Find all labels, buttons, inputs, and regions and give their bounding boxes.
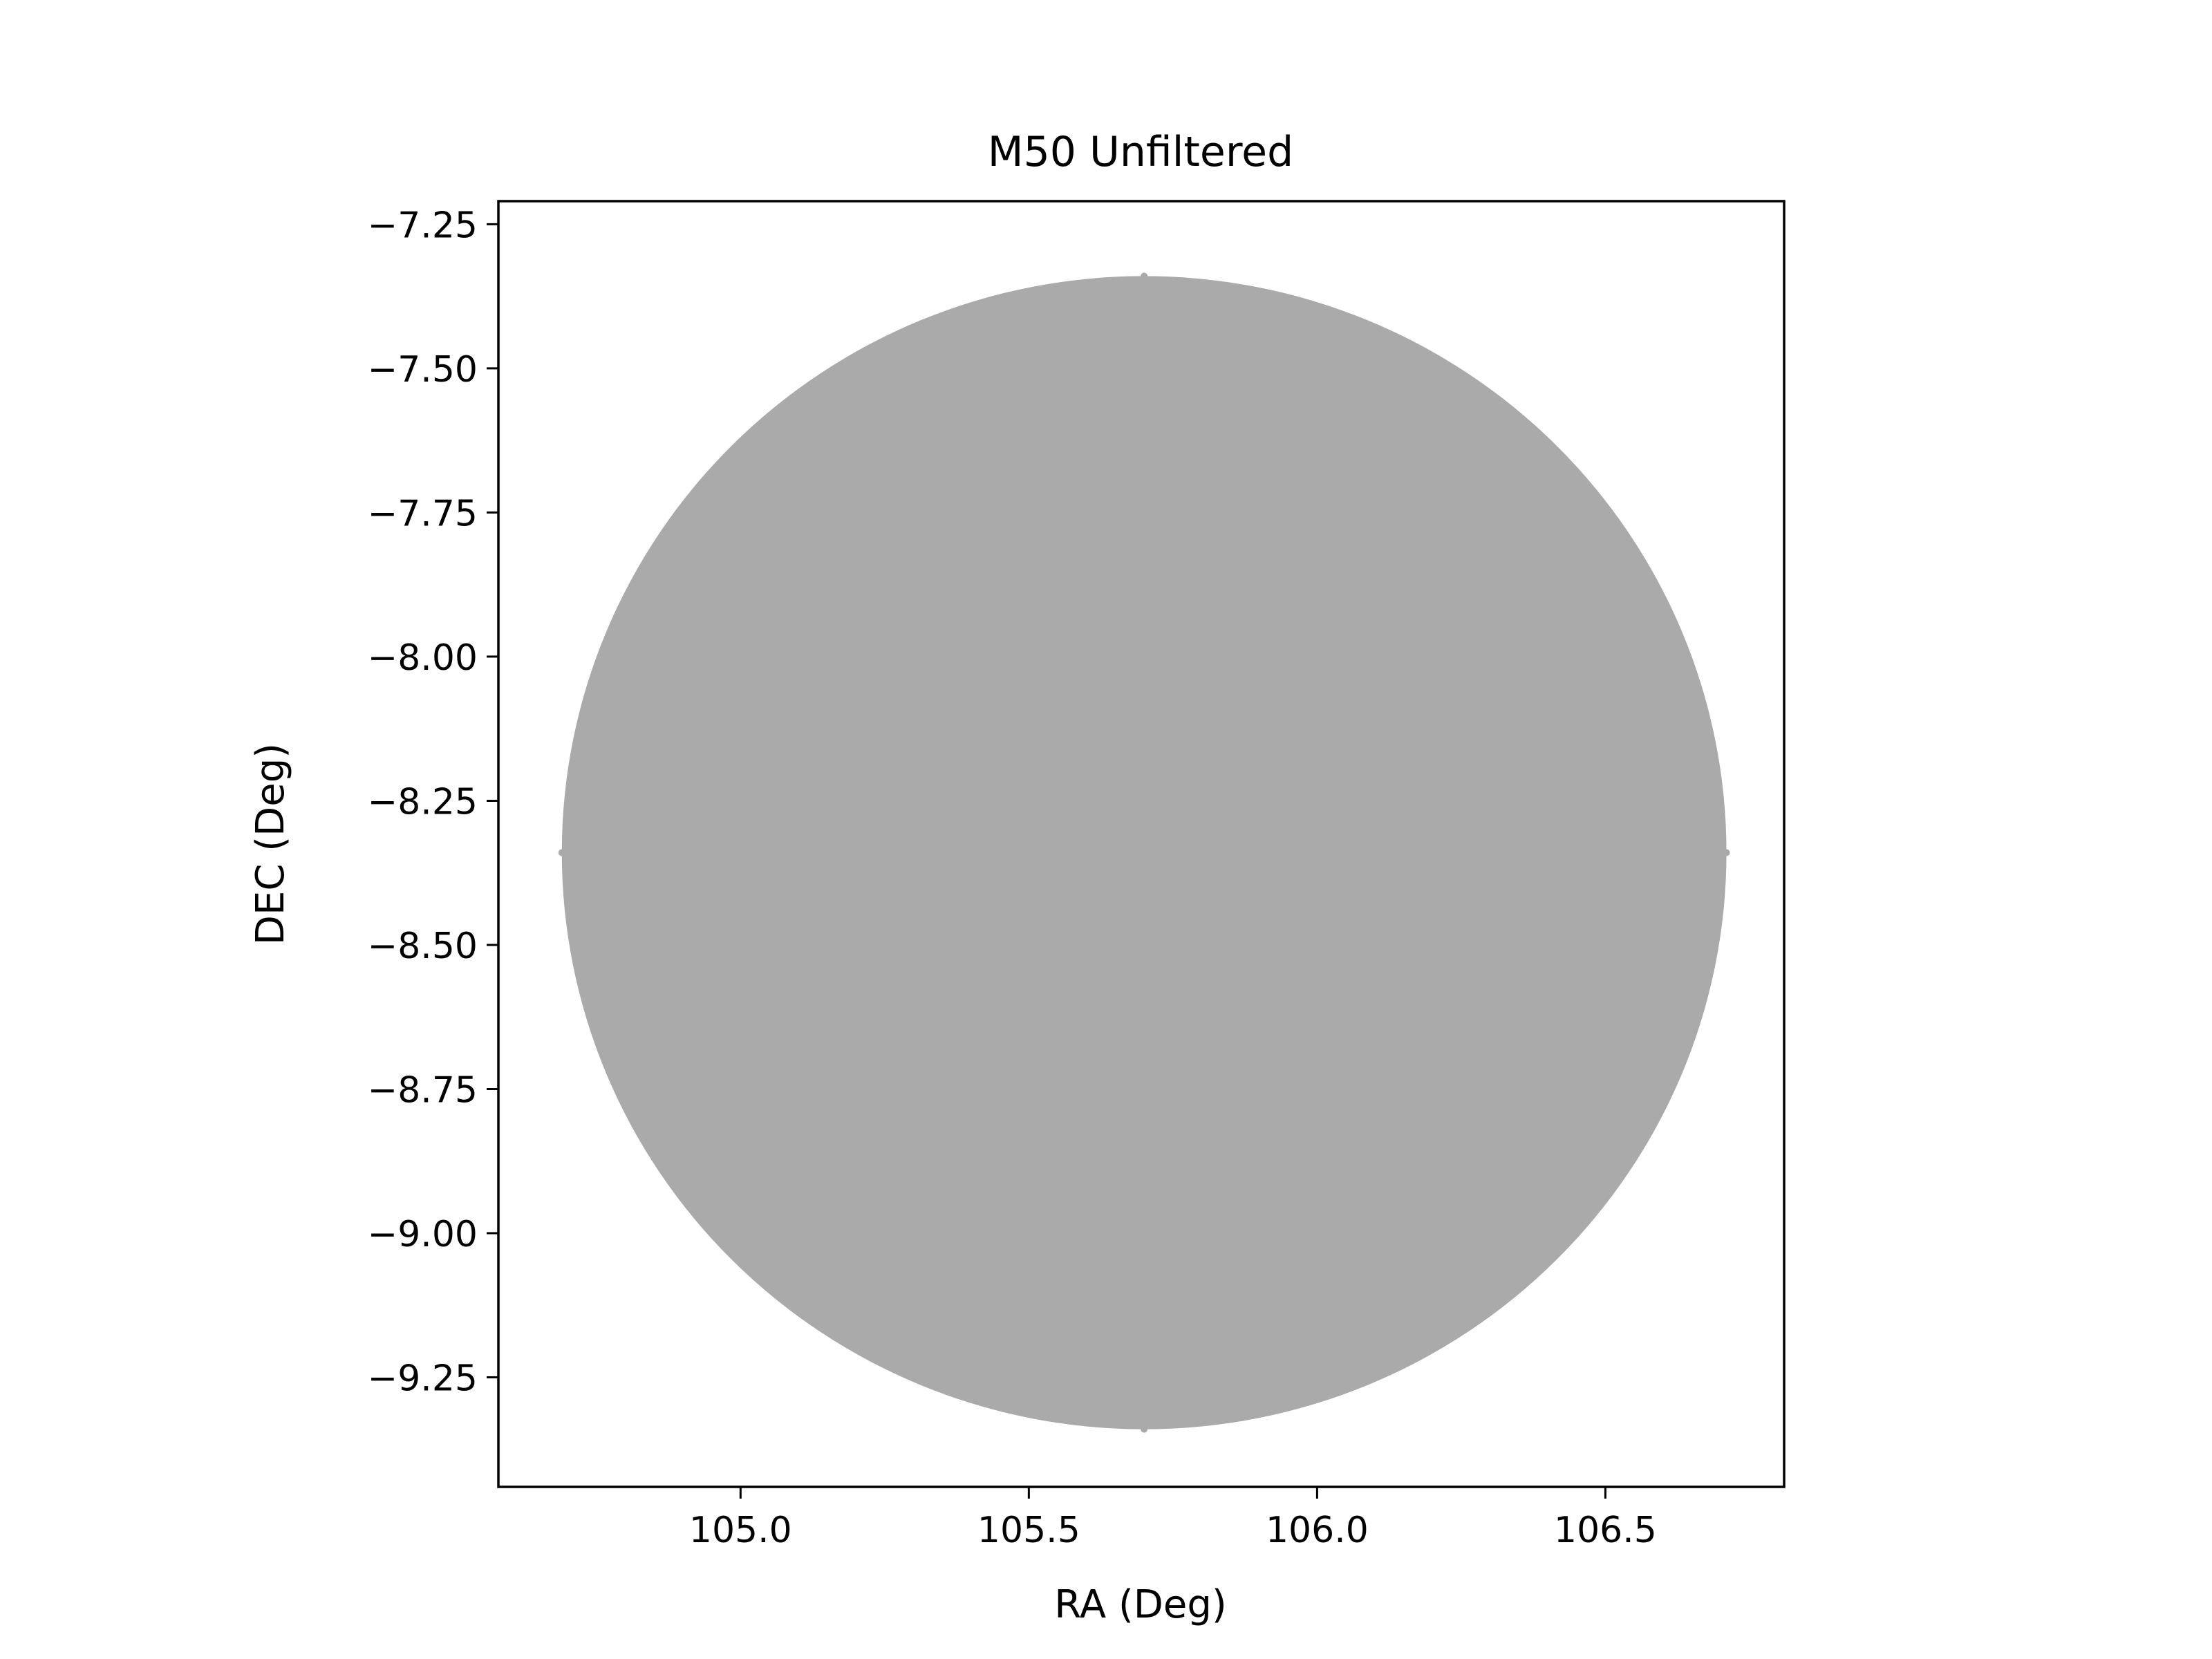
y-tick-label: −8.00 [368, 637, 478, 679]
y-tick-label: −9.25 [368, 1358, 478, 1400]
x-tick-label: 105.0 [689, 1510, 792, 1551]
y-axis-ticks: −7.25 −7.50 −7.75 −8.00 −8.25 −8.50 −8.75 −9.00… [368, 205, 498, 1400]
x-tick-label: 106.0 [1266, 1510, 1369, 1551]
y-tick-label: −7.75 [368, 493, 478, 534]
data-point-cloud [561, 276, 1727, 1430]
y-tick-label: −7.50 [368, 349, 478, 391]
axes-frame [497, 200, 1785, 1488]
x-axis-label: RA (Deg) [1054, 1582, 1227, 1627]
x-axis-ticks: 105.0 105.5 106.0 106.5 [689, 1487, 1657, 1551]
chart-title: M50 Unfiltered [988, 128, 1293, 176]
y-axis-label: DEC (Deg) [248, 743, 293, 945]
y-tick-label: −8.25 [368, 781, 478, 823]
data-points-layer [558, 272, 1730, 1433]
y-tick-label: −8.50 [368, 926, 478, 967]
y-tick-label: −8.75 [368, 1069, 478, 1111]
x-tick-label: 106.5 [1554, 1510, 1657, 1551]
y-tick-label: −9.00 [368, 1214, 478, 1255]
x-tick-label: 105.5 [977, 1510, 1080, 1551]
data-point [1141, 272, 1148, 280]
data-point [1141, 1425, 1148, 1433]
y-tick-label: −7.25 [368, 205, 478, 246]
data-point [1723, 849, 1730, 856]
data-point [558, 849, 565, 856]
